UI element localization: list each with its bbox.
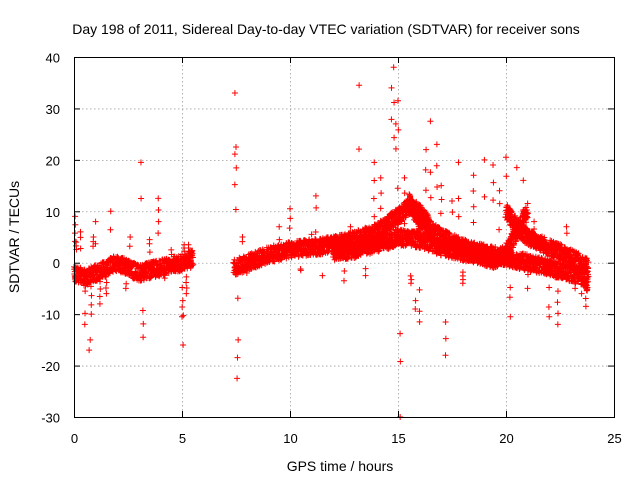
chart-title: Day 198 of 2011, Sidereal Day-to-day VTE…: [72, 21, 580, 37]
data-point: [189, 254, 196, 261]
data-point: [188, 251, 195, 258]
data-points: [71, 64, 592, 420]
data-point: [270, 258, 277, 265]
data-point: [114, 253, 121, 260]
data-point: [324, 249, 331, 256]
data-point: [230, 259, 237, 266]
data-point: [189, 247, 196, 254]
